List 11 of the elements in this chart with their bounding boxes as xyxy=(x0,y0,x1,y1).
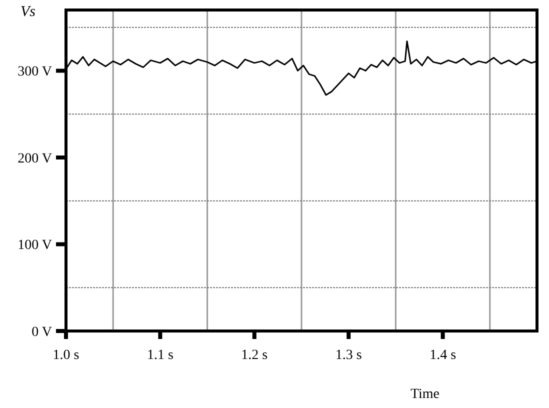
x-tick-label: 1.2 s xyxy=(241,348,268,363)
y-tick-label: 300 V xyxy=(18,64,52,80)
y-tick-label: 100 V xyxy=(18,238,52,254)
x-tick-label: 1.1 s xyxy=(146,348,174,363)
y-axis-title: Vs xyxy=(20,4,36,20)
x-tick-label: 1.4 s xyxy=(430,348,456,363)
x-tick-label: 1.3 s xyxy=(335,348,362,363)
x-axis-title: Time xyxy=(410,387,440,402)
x-tick-label: 1.0 s xyxy=(52,348,80,363)
y-tick-label: 0 V xyxy=(32,325,52,340)
y-tick-label: 200 V xyxy=(18,151,52,166)
